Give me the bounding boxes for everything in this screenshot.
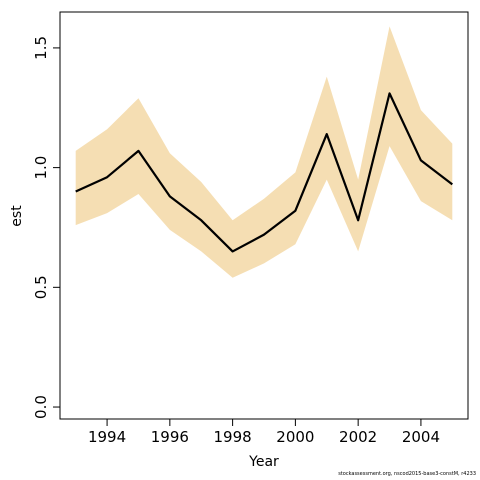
estimate-line	[75, 92, 453, 253]
y-axis: 0.0 0.5 1.0 1.5	[32, 36, 61, 419]
x-axis: 1994 1996 1998 2000 2002 2004	[88, 418, 440, 446]
x-tick-label: 1994	[88, 428, 126, 446]
footer-credit: stockassessment.org, nscod2015-base3-con…	[338, 471, 476, 477]
x-tick-label: 2000	[276, 428, 314, 446]
x-tick-label: 1996	[151, 428, 189, 446]
y-tick-label: 0.5	[32, 275, 50, 299]
x-tick-label: 1998	[214, 428, 252, 446]
confidence-band	[75, 26, 453, 278]
y-tick-label: 1.5	[32, 36, 50, 60]
x-tick-label: 2004	[402, 428, 440, 446]
x-axis-title: Year	[248, 454, 279, 470]
estimate-line-layer	[75, 92, 453, 253]
y-axis-title: est	[9, 205, 25, 227]
y-tick-label: 1.0	[32, 156, 50, 180]
y-tick-label: 0.0	[32, 395, 50, 419]
x-tick-label: 2002	[339, 428, 377, 446]
confidence-band-layer	[75, 26, 453, 278]
